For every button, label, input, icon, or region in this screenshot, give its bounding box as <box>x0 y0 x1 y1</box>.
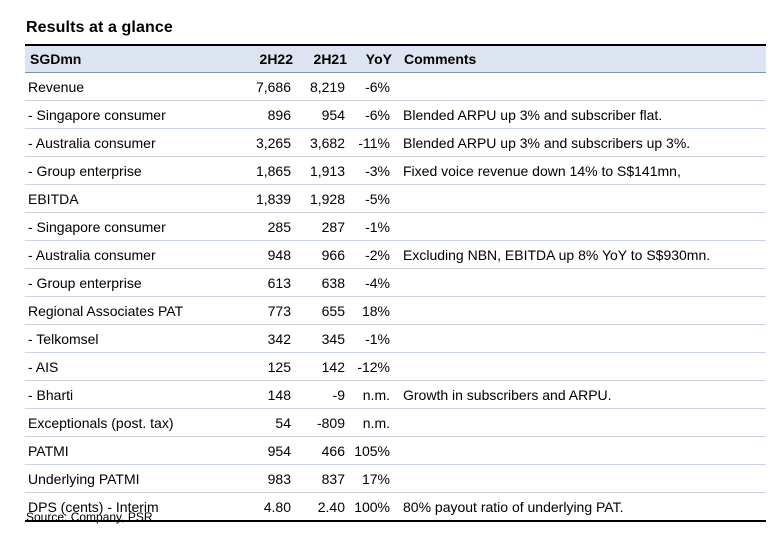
value-yoy: -3% <box>365 162 390 179</box>
value-yoy: 100% <box>354 498 390 515</box>
table-row: - Singapore consumer 896 954 -6% Blended ARP… <box>25 101 766 129</box>
value-2h22: 54 <box>275 414 291 431</box>
table-body: Revenue 7,686 8,219 -6% - Singapore consume… <box>25 73 766 522</box>
table-row: Regional Associates PAT 773 655 18% <box>25 297 766 325</box>
value-2h21: 954 <box>321 106 345 123</box>
value-2h22: 285 <box>267 218 291 235</box>
value-yoy: -6% <box>365 106 390 123</box>
table-row: DPS (cents) - Interim 4.80 2.40 100% 80% pay… <box>25 493 766 522</box>
table-row: - Singapore consumer 285 287 -1% <box>25 213 766 241</box>
table-row: - Group enterprise 1,865 1,913 -3% Fixed voi… <box>25 157 766 185</box>
value-2h22: 342 <box>267 330 291 347</box>
value-yoy: 17% <box>361 470 390 487</box>
row-label: PATMI <box>28 442 69 459</box>
value-yoy: n.m. <box>362 386 390 403</box>
value-2h21: 966 <box>321 246 345 263</box>
row-label: - Singapore consumer <box>28 218 166 235</box>
value-2h21: 8,219 <box>309 78 345 95</box>
row-label: - Bharti <box>28 386 74 403</box>
value-2h22: 954 <box>267 442 291 459</box>
value-2h21: 3,682 <box>309 134 345 151</box>
value-2h21: 1,913 <box>309 162 345 179</box>
row-label: Exceptionals (post. tax) <box>28 414 174 431</box>
value-2h21: 655 <box>321 302 345 319</box>
value-2h22: 7,686 <box>255 78 291 95</box>
row-label: - Australia consumer <box>28 134 156 151</box>
row-label: - Telkomsel <box>28 330 99 347</box>
value-2h21: 466 <box>321 442 345 459</box>
row-label: - Singapore consumer <box>28 106 166 123</box>
table-row: Exceptionals (post. tax) 54 -809 n.m. <box>25 409 766 437</box>
row-label: Regional Associates PAT <box>28 302 184 319</box>
value-2h22: 773 <box>267 302 291 319</box>
value-yoy: -12% <box>357 358 390 375</box>
table-row: EBITDA 1,839 1,928 -5% <box>25 185 766 213</box>
header-comments: Comments <box>404 51 477 67</box>
row-comment: Blended ARPU up 3% and subscriber flat. <box>403 106 663 123</box>
value-2h21: 1,928 <box>309 190 345 207</box>
value-yoy: -1% <box>365 330 390 347</box>
value-yoy: 105% <box>354 442 390 459</box>
value-yoy: 18% <box>361 302 390 319</box>
row-label: - Group enterprise <box>28 162 142 179</box>
table-row: - AIS 125 142 -12% <box>25 353 766 381</box>
table-row: - Telkomsel 342 345 -1% <box>25 325 766 353</box>
value-2h21: 345 <box>321 330 345 347</box>
value-2h22: 613 <box>267 274 291 291</box>
value-2h21: 287 <box>321 218 345 235</box>
value-yoy: -5% <box>365 190 390 207</box>
value-2h22: 3,265 <box>255 134 291 151</box>
row-label: Underlying PATMI <box>28 470 140 487</box>
value-yoy: -4% <box>365 274 390 291</box>
row-comment: Blended ARPU up 3% and subscribers up 3%… <box>403 134 691 151</box>
row-comment: Fixed voice revenue down 14% to S$141mn, <box>403 162 681 179</box>
value-2h22: 983 <box>267 470 291 487</box>
row-label: DPS (cents) - Interim <box>28 498 159 515</box>
header-label: SGDmn <box>30 51 82 67</box>
value-2h22: 1,839 <box>255 190 291 207</box>
table-header: SGDmn 2H22 2H21 YoY Comments <box>25 44 766 73</box>
table-row: - Australia consumer 948 966 -2% Excluding N… <box>25 241 766 269</box>
value-yoy: -1% <box>365 218 390 235</box>
value-2h22: 896 <box>267 106 291 123</box>
value-yoy: -2% <box>365 246 390 263</box>
value-2h21: 638 <box>321 274 345 291</box>
table-row: PATMI 954 466 105% <box>25 437 766 465</box>
header-2h21: 2H21 <box>313 51 347 67</box>
row-comment: Excluding NBN, EBITDA up 8% YoY to S$930… <box>403 246 711 263</box>
row-label: - AIS <box>28 358 59 375</box>
value-yoy: -11% <box>358 134 390 151</box>
results-table: SGDmn 2H22 2H21 YoY Comments Revenue 7,68… <box>25 44 766 522</box>
value-2h22: 1,865 <box>255 162 291 179</box>
value-2h22: 4.80 <box>263 498 291 515</box>
header-2h22: 2H22 <box>259 51 293 67</box>
value-2h21: -809 <box>316 414 345 431</box>
row-label: - Australia consumer <box>28 246 156 263</box>
value-2h22: 948 <box>267 246 291 263</box>
row-label: EBITDA <box>28 190 79 207</box>
value-yoy: n.m. <box>362 414 390 431</box>
page-title: Results at a glance <box>26 19 173 36</box>
row-label: - Group enterprise <box>28 274 142 291</box>
row-comment: 80% payout ratio of underlying PAT. <box>403 498 624 515</box>
row-comment: Growth in subscribers and ARPU. <box>403 386 612 403</box>
value-yoy: -6% <box>365 78 390 95</box>
value-2h21: -9 <box>332 386 345 403</box>
table-row: - Australia consumer 3,265 3,682 -11% Blende… <box>25 129 766 157</box>
table-row: Underlying PATMI 983 837 17% <box>25 465 766 493</box>
value-2h22: 148 <box>267 386 291 403</box>
source-note: Source: Company, PSR <box>26 510 153 524</box>
header-yoy: YoY <box>365 51 392 67</box>
table-row: - Bharti 148 -9 n.m. Growth in subscribers a… <box>25 381 766 409</box>
table-row: Revenue 7,686 8,219 -6% <box>25 73 766 101</box>
row-label: Revenue <box>28 78 85 95</box>
value-2h21: 837 <box>321 470 345 487</box>
value-2h22: 125 <box>267 358 291 375</box>
value-2h21: 2.40 <box>317 498 345 515</box>
table-row: - Group enterprise 613 638 -4% <box>25 269 766 297</box>
value-2h21: 142 <box>321 358 345 375</box>
